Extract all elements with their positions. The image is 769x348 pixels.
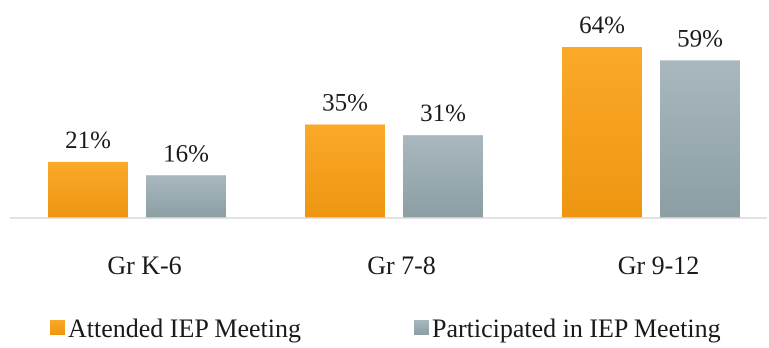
data-labels-layer: 21% 16% 35% 31% 64% 59% (65, 12, 723, 167)
data-label-participated-in-iep-meeting-gr-k-6: 16% (163, 140, 209, 167)
bars-layer (48, 47, 740, 218)
data-label-participated-in-iep-meeting-gr-9-12: 59% (677, 25, 723, 52)
data-label-attended-iep-meeting-gr-7-8: 35% (322, 89, 368, 116)
x-tick-label-gr-9-12: Gr 9-12 (618, 251, 700, 280)
bar-attended-iep-meeting-gr-7-8 (305, 124, 385, 218)
bar-participated-in-iep-meeting-gr-k-6 (146, 175, 226, 218)
legend-swatch-participated-in-iep-meeting (414, 320, 429, 335)
x-axis-ticks: Gr K-6 Gr 7-8 Gr 9-12 (107, 251, 699, 280)
x-tick-label-gr-7-8: Gr 7-8 (367, 251, 436, 280)
legend-label-participated-in-iep-meeting: Participated in IEP Meeting (432, 314, 721, 343)
bar-attended-iep-meeting-gr-9-12 (562, 47, 642, 218)
legend-label-attended-iep-meeting: Attended IEP Meeting (68, 314, 301, 343)
data-label-attended-iep-meeting-gr-k-6: 21% (65, 127, 111, 154)
bar-participated-in-iep-meeting-gr-9-12 (660, 60, 740, 218)
data-label-participated-in-iep-meeting-gr-7-8: 31% (420, 100, 466, 127)
legend: Attended IEP Meeting Participated in IEP … (50, 314, 721, 343)
data-label-attended-iep-meeting-gr-9-12: 64% (579, 12, 625, 39)
bar-attended-iep-meeting-gr-k-6 (48, 161, 128, 218)
bar-participated-in-iep-meeting-gr-7-8 (403, 135, 483, 218)
x-tick-label-gr-k-6: Gr K-6 (107, 251, 181, 280)
legend-swatch-attended-iep-meeting (50, 320, 65, 335)
